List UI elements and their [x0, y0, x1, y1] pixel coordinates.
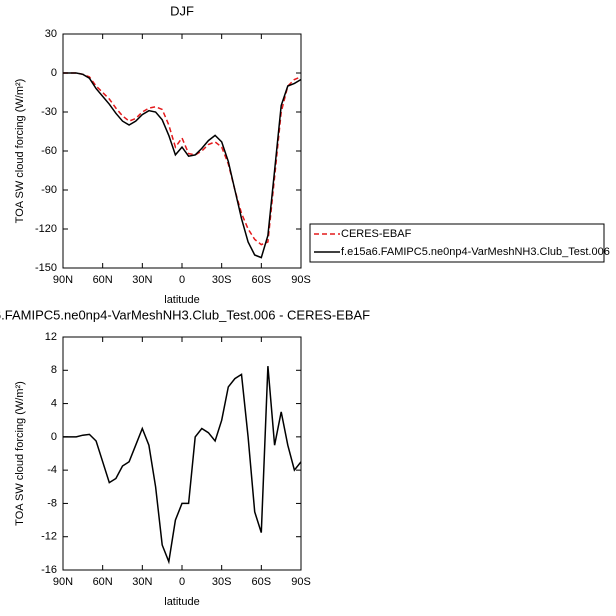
legend-box — [309, 223, 605, 263]
x-tick-label: 30S — [212, 274, 232, 286]
x-tick-label: 60S — [252, 274, 272, 286]
chart-title: DJF — [170, 3, 194, 18]
x-tick-label: 30N — [132, 576, 152, 588]
chart-title: 6.FAMIPC5.ne0np4-VarMeshNH3.Club_Test.00… — [0, 307, 370, 322]
x-tick-label: 60N — [93, 576, 113, 588]
y-tick-label: 30 — [45, 28, 57, 40]
y-tick-label: 12 — [45, 331, 57, 343]
y-tick-label: -150 — [35, 262, 57, 274]
x-axis-label: latitude — [164, 294, 199, 306]
plot-frame — [62, 336, 302, 571]
y-axis-label: TOA SW cloud forcing (W/m²) — [14, 381, 26, 526]
x-tick-label: 0 — [179, 576, 185, 588]
series-line — [63, 72, 302, 246]
legend-label: CERES-EBAF — [341, 228, 412, 240]
y-tick-label: 4 — [51, 397, 57, 409]
y-tick-label: -8 — [47, 497, 57, 509]
x-tick-label: 30N — [132, 274, 152, 286]
x-tick-label: 60S — [252, 576, 272, 588]
y-tick-label: -16 — [41, 564, 57, 576]
y-tick-label: 8 — [51, 364, 57, 376]
x-tick-label: 60N — [93, 274, 113, 286]
y-tick-label: 0 — [51, 67, 57, 79]
legend-label: f.e15a6.FAMIPC5.ne0np4-VarMeshNH3.Club_T… — [341, 246, 610, 258]
y-tick-label: -12 — [41, 531, 57, 543]
x-tick-label: 90S — [291, 576, 311, 588]
x-axis-label: latitude — [164, 596, 199, 608]
x-tick-label: 90S — [291, 274, 311, 286]
plot-frame — [62, 33, 302, 269]
y-tick-label: -60 — [41, 145, 57, 157]
y-tick-label: -120 — [35, 223, 57, 235]
series-line — [63, 72, 302, 259]
y-tick-label: -30 — [41, 106, 57, 118]
x-tick-label: 0 — [179, 274, 185, 286]
y-tick-label: -4 — [47, 464, 57, 476]
x-tick-label: 90N — [53, 576, 73, 588]
y-tick-label: 0 — [51, 431, 57, 443]
x-tick-label: 90N — [53, 274, 73, 286]
y-axis-label: TOA SW cloud forcing (W/m²) — [14, 79, 26, 224]
y-tick-label: -90 — [41, 184, 57, 196]
x-tick-label: 30S — [212, 576, 232, 588]
series-line — [63, 366, 302, 565]
